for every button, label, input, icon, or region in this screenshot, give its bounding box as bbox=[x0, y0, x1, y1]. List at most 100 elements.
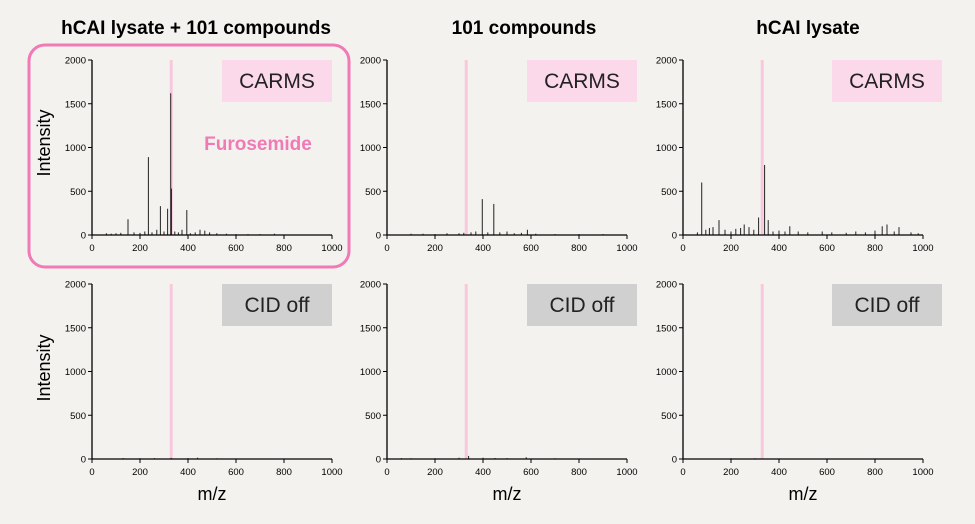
marker-line bbox=[169, 284, 173, 459]
mode-badge-label: CARMS bbox=[544, 70, 620, 93]
x-tick-label: 0 bbox=[680, 467, 685, 478]
x-tick-label: 200 bbox=[723, 243, 739, 254]
mode-badge-label: CID off bbox=[855, 294, 920, 317]
mode-badge-label: CARMS bbox=[849, 70, 925, 93]
x-tick-label: 800 bbox=[867, 243, 883, 254]
mode-badge bbox=[832, 284, 942, 326]
x-tick-label: 800 bbox=[276, 467, 292, 478]
panel-2-1: CID off 0 500 1000 1500 2000 0 200 400 600 800 1000 bbox=[65, 280, 343, 479]
x-tick-label: 0 bbox=[384, 467, 389, 478]
x-tick-label: 600 bbox=[523, 243, 539, 254]
mode-badge-label: CID off bbox=[245, 294, 310, 317]
furosemide-label: Furosemide bbox=[204, 134, 312, 155]
column-title-3: hCAI lysate bbox=[756, 18, 859, 39]
y-tick-label: 2000 bbox=[656, 280, 677, 291]
x-tick-label: 0 bbox=[384, 243, 389, 254]
marker-line bbox=[464, 284, 468, 459]
x-tick-label: 600 bbox=[819, 243, 835, 254]
y-tick-label: 2000 bbox=[360, 56, 381, 67]
x-tick-label: 0 bbox=[89, 467, 94, 478]
y-tick-label: 500 bbox=[365, 411, 381, 422]
mode-badge bbox=[527, 284, 637, 326]
x-tick-label: 1000 bbox=[616, 243, 637, 254]
panel-1-2: CARMS 0 500 1000 1500 2000 0 200 400 600 800 1000 bbox=[360, 56, 638, 255]
highlight-box bbox=[27, 43, 351, 269]
x-tick-label: 400 bbox=[180, 467, 196, 478]
panel-2-3: CID off 0 500 1000 1500 2000 0 200 400 600 800 1000 bbox=[656, 280, 942, 478]
x-tick-label: 800 bbox=[571, 467, 587, 478]
y-tick-label: 500 bbox=[70, 187, 86, 198]
x-tick-label: 1000 bbox=[912, 243, 933, 254]
x-tick-label: 0 bbox=[89, 243, 94, 254]
marker-line bbox=[464, 60, 468, 235]
y-tick-label: 0 bbox=[376, 455, 381, 466]
x-tick-label: 1000 bbox=[616, 467, 637, 478]
column-title-1: hCAI lysate + 101 compounds bbox=[61, 18, 331, 39]
y-tick-label: 0 bbox=[81, 231, 86, 242]
x-tick-label: 600 bbox=[228, 467, 244, 478]
panel-1-1: CARMS 0 500 1000 1500 2000 0 200 400 600 800 1000 Fu… bbox=[65, 56, 343, 255]
y-tick-label: 500 bbox=[365, 187, 381, 198]
y-tick-label: 2000 bbox=[360, 280, 381, 291]
y-tick-label: 0 bbox=[81, 455, 86, 466]
x-tick-label: 400 bbox=[771, 467, 787, 478]
y-tick-label: 2000 bbox=[65, 56, 86, 67]
y-tick-label: 1500 bbox=[656, 323, 677, 334]
marker-line bbox=[760, 284, 764, 459]
y-tick-label: 1000 bbox=[65, 367, 86, 378]
x-tick-label: 800 bbox=[571, 243, 587, 254]
y-tick-label: 2000 bbox=[656, 56, 677, 67]
y-tick-label: 1000 bbox=[65, 143, 86, 154]
panel-2-2: CID off 0 500 1000 1500 2000 0 200 400 600 800 1000 bbox=[360, 280, 638, 479]
y-tick-label: 1000 bbox=[360, 367, 381, 378]
mode-badge-label: CARMS bbox=[239, 70, 315, 93]
x-tick-label: 200 bbox=[132, 243, 148, 254]
x-tick-label: 1000 bbox=[321, 243, 342, 254]
x-tick-label: 400 bbox=[180, 243, 196, 254]
x-tick-label: 200 bbox=[723, 467, 739, 478]
x-tick-label: 400 bbox=[475, 243, 491, 254]
y-tick-label: 1500 bbox=[65, 323, 86, 334]
x-tick-label: 200 bbox=[427, 467, 443, 478]
y-tick-label: 500 bbox=[70, 411, 86, 422]
x-tick-label: 200 bbox=[427, 243, 443, 254]
mode-badge-label: CID off bbox=[550, 294, 615, 317]
mode-badge bbox=[527, 60, 637, 102]
panel-1-3: CARMS 0 500 1000 1500 2000 0 200 400 600 800 1000 bbox=[656, 56, 942, 254]
y-tick-label: 1000 bbox=[360, 143, 381, 154]
x-axis-label-col-3: m/z bbox=[789, 484, 818, 504]
x-tick-label: 600 bbox=[228, 243, 244, 254]
x-tick-label: 400 bbox=[771, 243, 787, 254]
column-title-2: 101 compounds bbox=[452, 18, 597, 39]
y-axis-label-row-2: Intensity bbox=[34, 334, 54, 401]
x-tick-label: 600 bbox=[819, 467, 835, 478]
x-tick-label: 0 bbox=[680, 243, 685, 254]
mode-badge bbox=[222, 284, 332, 326]
mode-badge bbox=[222, 60, 332, 102]
mode-badge bbox=[832, 60, 942, 102]
y-tick-label: 1500 bbox=[656, 99, 677, 110]
y-tick-label: 1000 bbox=[656, 143, 677, 154]
x-tick-label: 800 bbox=[867, 467, 883, 478]
y-tick-label: 0 bbox=[672, 455, 677, 466]
y-tick-label: 0 bbox=[672, 231, 677, 242]
x-tick-label: 400 bbox=[475, 467, 491, 478]
y-tick-label: 1500 bbox=[360, 99, 381, 110]
x-tick-label: 600 bbox=[523, 467, 539, 478]
y-tick-label: 1500 bbox=[65, 99, 86, 110]
x-tick-label: 800 bbox=[276, 243, 292, 254]
x-tick-label: 1000 bbox=[321, 467, 342, 478]
marker-line bbox=[760, 60, 764, 235]
x-tick-label: 1000 bbox=[912, 467, 933, 478]
y-tick-label: 2000 bbox=[65, 280, 86, 291]
y-axis-label-row-1: Intensity bbox=[34, 109, 54, 176]
x-axis-label-col-1: m/z bbox=[198, 484, 227, 504]
y-tick-label: 1500 bbox=[360, 323, 381, 334]
x-axis-label-col-2: m/z bbox=[493, 484, 522, 504]
y-tick-label: 1000 bbox=[656, 367, 677, 378]
y-tick-label: 500 bbox=[661, 411, 677, 422]
y-tick-label: 500 bbox=[661, 187, 677, 198]
y-tick-label: 0 bbox=[376, 231, 381, 242]
